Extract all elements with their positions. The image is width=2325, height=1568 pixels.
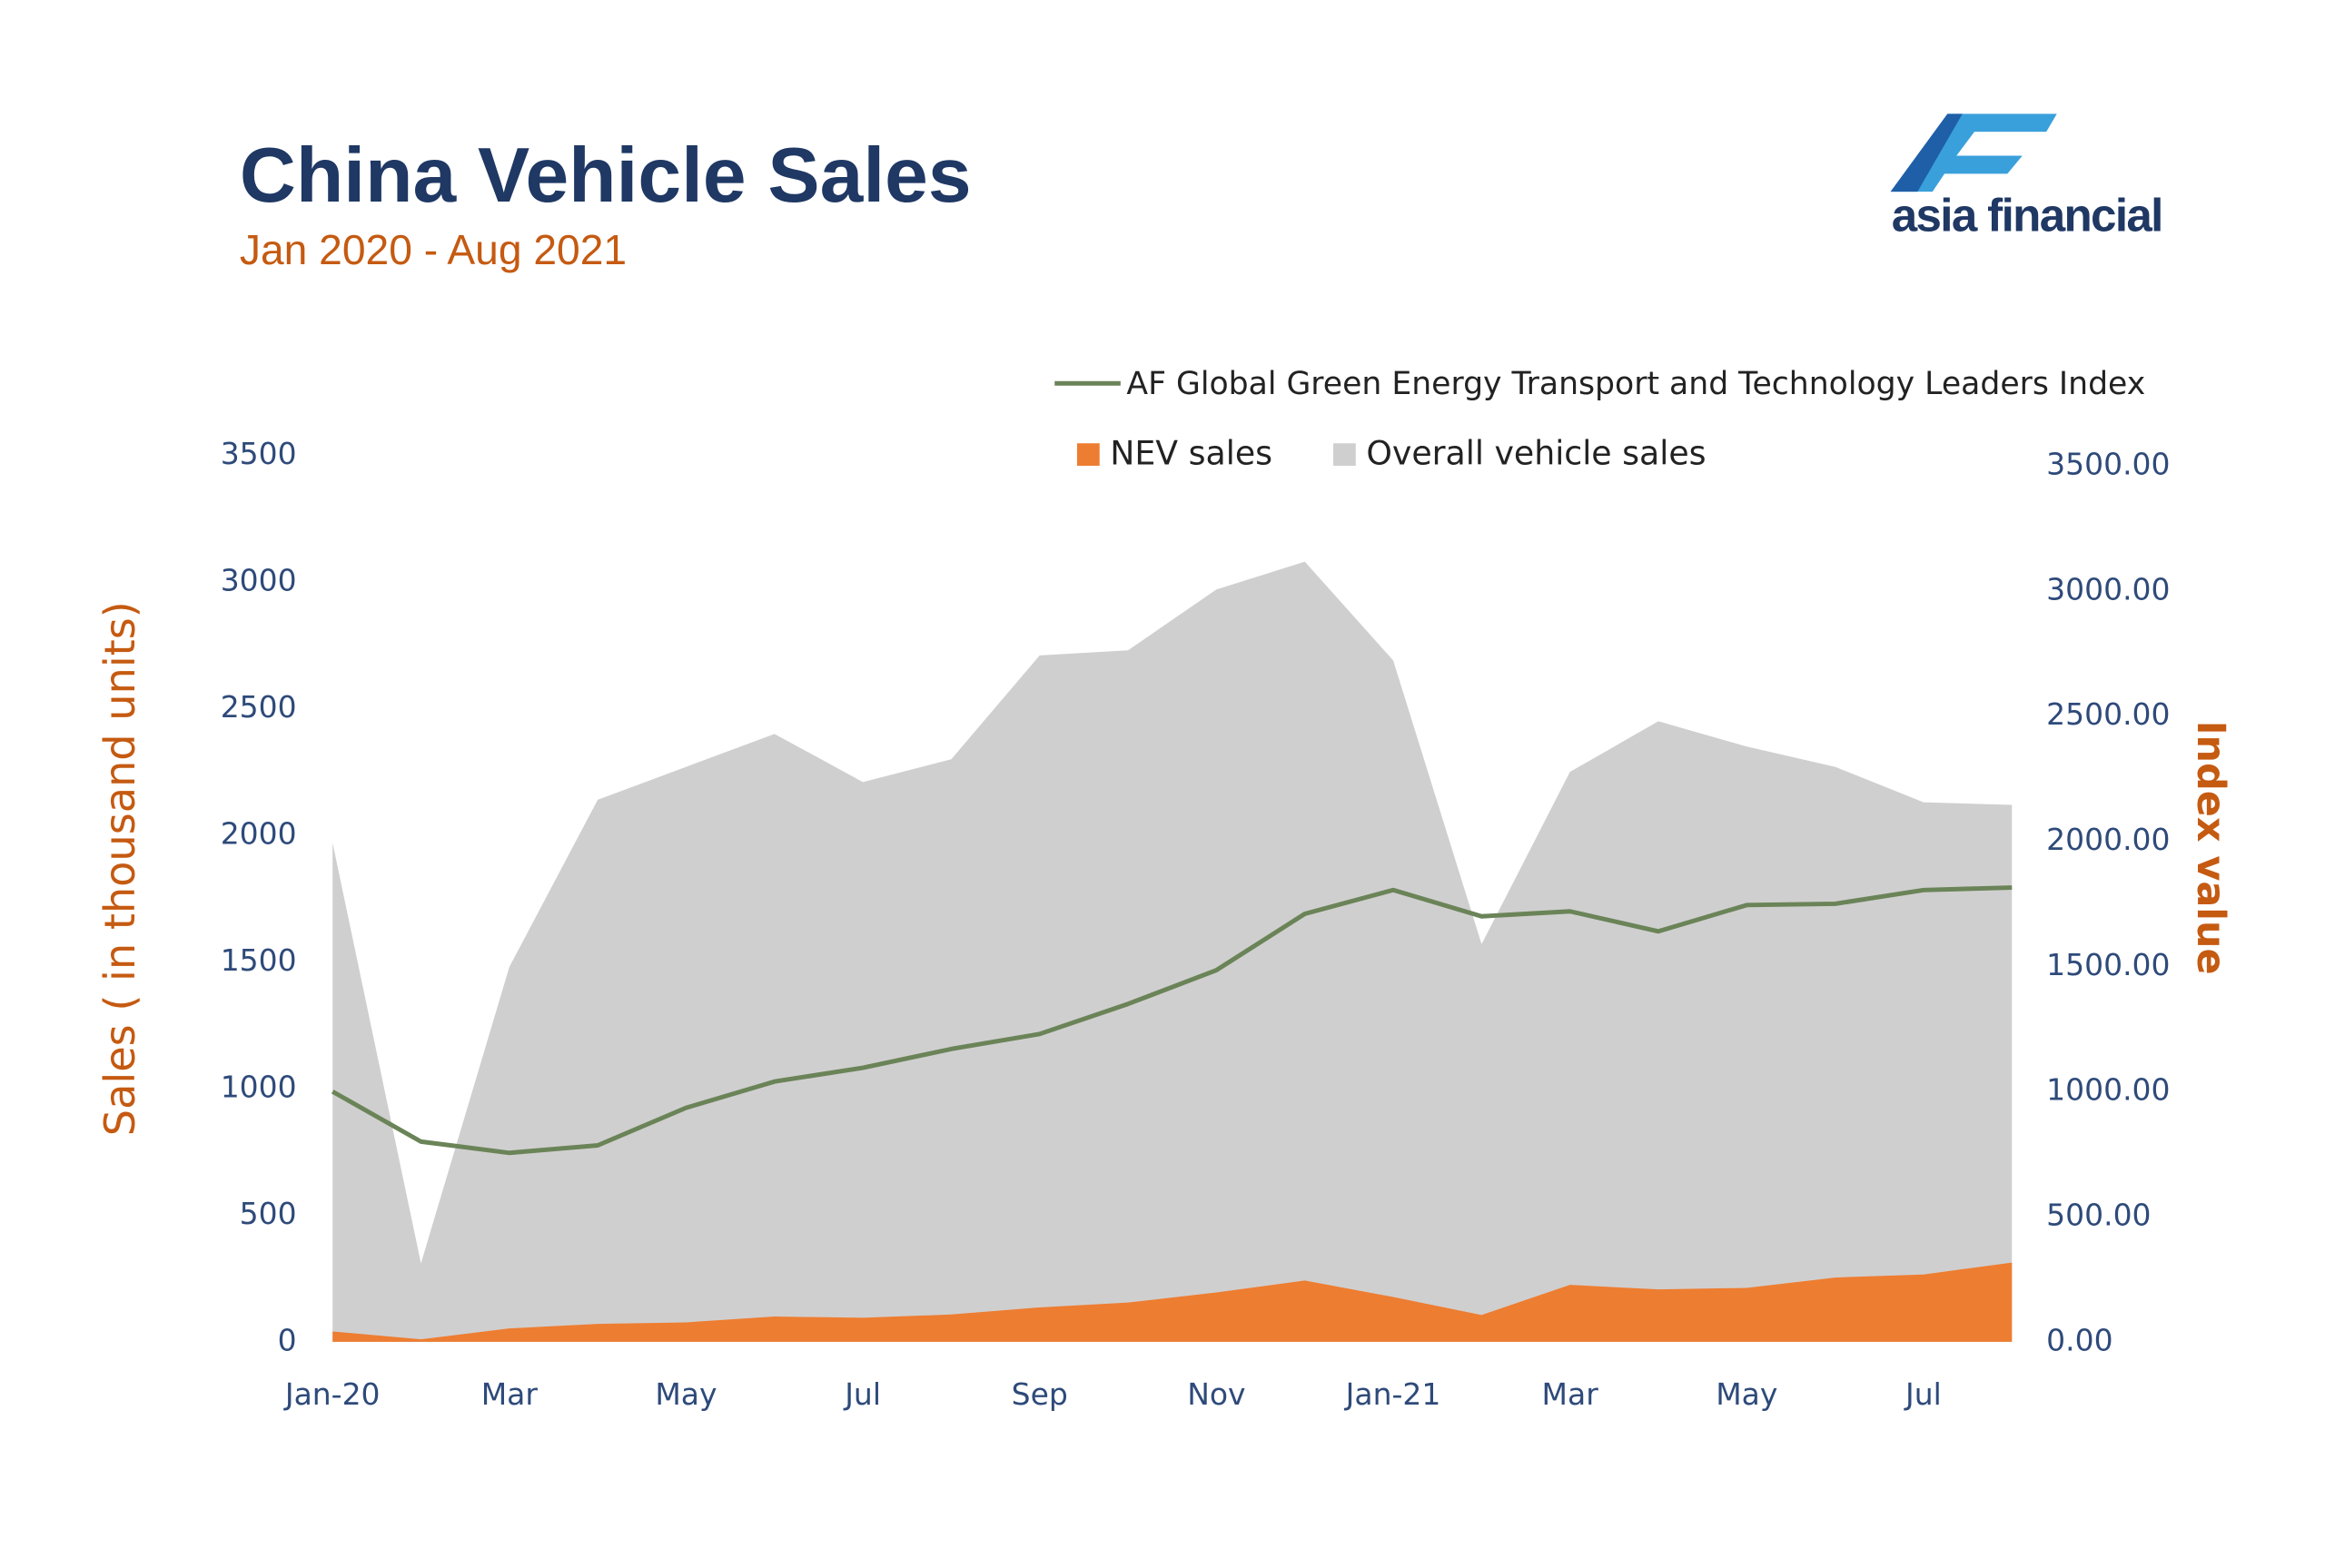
x-tick-label: Jan-20 xyxy=(283,1376,381,1412)
legend-label: NEV sales xyxy=(1110,433,1272,472)
legend-swatch xyxy=(1076,443,1100,466)
chart-subtitle: Jan 2020 - Aug 2021 xyxy=(240,226,627,273)
y-tick-label: 500 xyxy=(240,1196,297,1231)
logo-mark xyxy=(1890,113,1963,192)
y-tick-label: 2000 xyxy=(221,815,297,851)
y2-tick-label: 3500.00 xyxy=(2046,446,2170,481)
x-tick-label: Mar xyxy=(1542,1376,1599,1412)
x-tick-label: Jan-21 xyxy=(1344,1376,1441,1412)
y-tick-label: 1500 xyxy=(221,942,297,978)
logo-mark xyxy=(1890,113,2057,192)
y2-tick-label: 3000.00 xyxy=(2046,571,2170,606)
area xyxy=(332,1262,2013,1342)
legend-swatch xyxy=(1333,443,1356,466)
x-tick-label: Nov xyxy=(1187,1376,1245,1412)
y-tick-label: 0 xyxy=(278,1322,297,1357)
y2-tick-label: 0.00 xyxy=(2046,1322,2112,1357)
y2-tick-label: 1500.00 xyxy=(2046,947,2170,982)
y-tick-label: 2500 xyxy=(221,689,297,725)
x-tick-label: Mar xyxy=(481,1376,539,1412)
y-axis-label: Sales ( in thousand units) xyxy=(95,601,144,1136)
legend-label: Overall vehicle sales xyxy=(1366,433,1706,472)
logo: asia financial xyxy=(1890,113,2163,241)
y2-tick-label: 2500.00 xyxy=(2046,696,2170,732)
y2-axis-label: Index value xyxy=(2188,721,2233,975)
legend-label: AF Global Green Energy Transport and Tec… xyxy=(1126,366,2145,402)
y-tick-label: 1000 xyxy=(221,1069,297,1104)
y-tick-label: 3000 xyxy=(221,562,297,597)
x-tick-label: Jul xyxy=(843,1376,881,1412)
y2-tick-label: 1000.00 xyxy=(2046,1072,2170,1108)
area xyxy=(332,561,2013,1342)
line xyxy=(331,885,2013,1156)
x-tick-label: May xyxy=(655,1376,717,1412)
x-tick-label: May xyxy=(1716,1376,1777,1412)
y-tick-label: 3500 xyxy=(221,436,297,471)
y2-tick-label: 2000.00 xyxy=(2046,822,2170,857)
x-tick-label: Jul xyxy=(1904,1376,1942,1412)
logo-text: asia financial xyxy=(1892,189,2162,241)
x-tick-label: Sep xyxy=(1012,1376,1068,1412)
y2-tick-label: 500.00 xyxy=(2046,1198,2151,1233)
chart-title: China Vehicle Sales xyxy=(240,132,972,219)
